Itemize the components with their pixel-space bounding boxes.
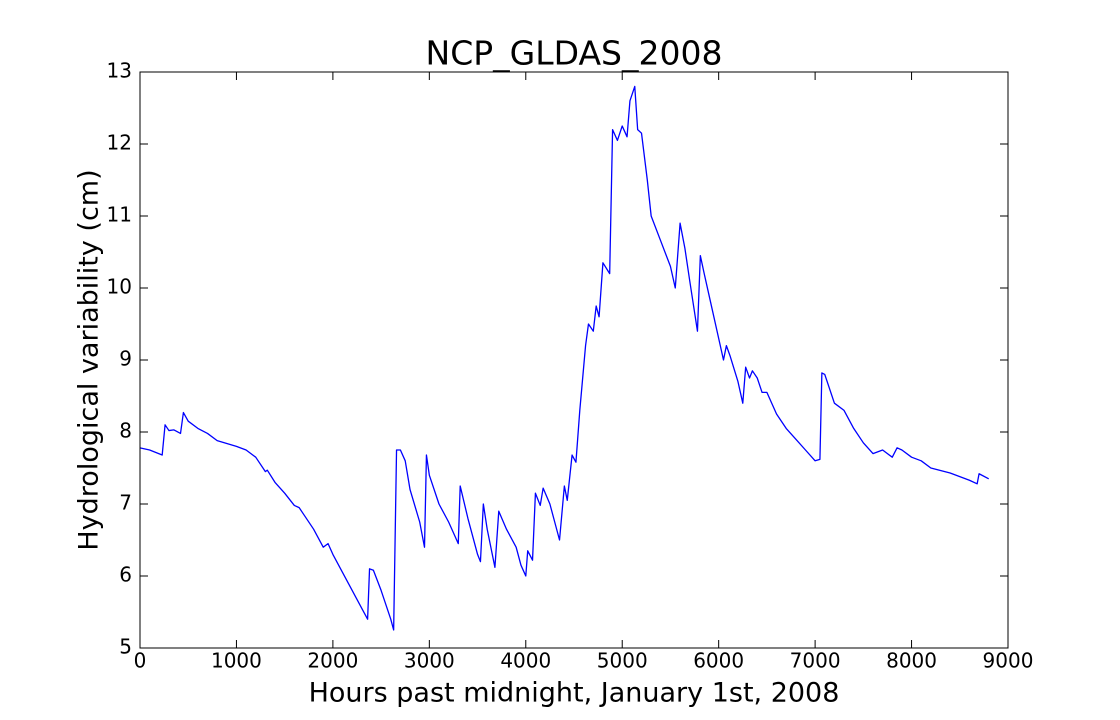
x-tick-label: 5000 [597,649,648,673]
x-tick-label: 7000 [790,649,841,673]
y-tick-label: 8 [119,419,132,443]
plot-frame [139,71,1009,649]
x-tick-label: 0 [134,649,147,673]
y-tick-label: 5 [119,635,132,659]
x-tick-label: 8000 [886,649,937,673]
x-tick-label: 2000 [307,649,358,673]
x-tick-label: 3000 [404,649,455,673]
y-tick-label: 11 [107,203,132,227]
x-tick-label: 1000 [211,649,262,673]
x-tick-label: 9000 [983,649,1034,673]
x-axis-label: Hours past midnight, January 1st, 2008 [309,678,840,709]
x-tick-label: 4000 [500,649,551,673]
chart-title: NCP_GLDAS_2008 [426,34,723,73]
y-tick-label: 7 [119,491,132,515]
y-tick-label: 9 [119,347,132,371]
x-tick-label: 6000 [693,649,744,673]
y-axis-label: Hydrological variability (cm) [74,169,105,550]
data-line [139,85,990,631]
y-tick-label: 13 [107,59,132,83]
y-tick-label: 12 [107,131,132,155]
y-tick-label: 10 [107,275,132,299]
y-tick-label: 6 [119,563,132,587]
